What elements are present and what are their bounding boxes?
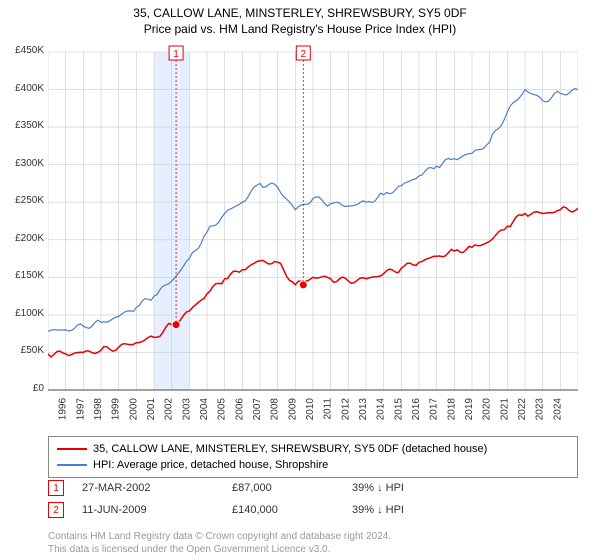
svg-text:2012: 2012 (340, 398, 351, 421)
chart-svg: 1 2 1995 1996 1997 1998 1999 2000 2001 2002 2003 20… (48, 44, 578, 424)
svg-text:2015: 2015 (393, 398, 404, 421)
y-tick-label: £150K (0, 270, 44, 281)
svg-text:2003: 2003 (181, 398, 192, 421)
svg-text:1998: 1998 (93, 398, 104, 421)
marker-number-box: 1 (48, 480, 64, 496)
svg-text:2022: 2022 (517, 398, 528, 421)
svg-text:2004: 2004 (199, 398, 210, 421)
svg-text:2017: 2017 (429, 398, 440, 421)
marker-date: 11-JUN-2009 (82, 504, 232, 516)
svg-text:2020: 2020 (482, 398, 493, 421)
svg-text:2023: 2023 (535, 398, 546, 421)
svg-text:1: 1 (173, 49, 179, 60)
svg-text:1999: 1999 (111, 398, 122, 421)
legend-item: HPI: Average price, detached house, Shro… (57, 457, 569, 473)
plot-area: 1 2 1995 1996 1997 1998 1999 2000 2001 2002 2003 20… (48, 44, 578, 424)
y-tick-label: £50K (0, 345, 44, 356)
marker-diff: 39% ↓ HPI (352, 482, 472, 494)
svg-text:2019: 2019 (464, 398, 475, 421)
marker-row: 1 27-MAR-2002 £87,000 39% ↓ HPI (48, 480, 578, 496)
legend-swatch (57, 464, 87, 466)
legend-label: 35, CALLOW LANE, MINSTERLEY, SHREWSBURY,… (93, 443, 487, 455)
y-tick-label: £100K (0, 308, 44, 319)
svg-text:2009: 2009 (287, 398, 298, 421)
svg-text:1995: 1995 (48, 398, 51, 421)
marker-date: 27-MAR-2002 (82, 482, 232, 494)
svg-text:2: 2 (301, 49, 307, 60)
y-tick-label: £400K (0, 83, 44, 94)
marker-number: 1 (53, 483, 59, 494)
legend: 35, CALLOW LANE, MINSTERLEY, SHREWSBURY,… (48, 436, 578, 478)
svg-text:2018: 2018 (446, 398, 457, 421)
y-tick-label: £350K (0, 120, 44, 131)
legend-swatch (57, 448, 87, 450)
marker-row: 2 11-JUN-2009 £140,000 39% ↓ HPI (48, 502, 578, 518)
svg-text:2010: 2010 (305, 398, 316, 421)
footer-line2: This data is licensed under the Open Gov… (48, 543, 391, 556)
chart-subtitle: Price paid vs. HM Land Registry's House … (0, 20, 600, 36)
svg-text:2005: 2005 (217, 398, 228, 421)
svg-text:2006: 2006 (234, 398, 245, 421)
y-tick-label: £250K (0, 195, 44, 206)
footer-line1: Contains HM Land Registry data © Crown c… (48, 530, 391, 543)
svg-text:2021: 2021 (499, 398, 510, 421)
svg-text:2000: 2000 (128, 398, 139, 421)
svg-text:2013: 2013 (358, 398, 369, 421)
svg-text:2014: 2014 (376, 398, 387, 421)
marker-number: 2 (53, 505, 59, 516)
footer: Contains HM Land Registry data © Crown c… (48, 530, 391, 556)
marker-number-box: 2 (48, 502, 64, 518)
svg-text:2016: 2016 (411, 398, 422, 421)
svg-text:2008: 2008 (270, 398, 281, 421)
marker-price: £140,000 (232, 504, 352, 516)
legend-item: 35, CALLOW LANE, MINSTERLEY, SHREWSBURY,… (57, 441, 569, 457)
y-tick-label: £300K (0, 158, 44, 169)
svg-text:2002: 2002 (164, 398, 175, 421)
chart-title: 35, CALLOW LANE, MINSTERLEY, SHREWSBURY,… (0, 0, 600, 20)
chart-container: 35, CALLOW LANE, MINSTERLEY, SHREWSBURY,… (0, 0, 600, 560)
legend-label: HPI: Average price, detached house, Shro… (93, 459, 328, 471)
svg-text:1997: 1997 (75, 398, 86, 421)
svg-text:1996: 1996 (58, 398, 69, 421)
y-tick-label: £450K (0, 45, 44, 56)
svg-text:2001: 2001 (146, 398, 157, 421)
svg-text:2007: 2007 (252, 398, 263, 421)
y-tick-label: £200K (0, 233, 44, 244)
svg-text:2024: 2024 (552, 398, 563, 421)
svg-text:2011: 2011 (323, 398, 334, 420)
marker-diff: 39% ↓ HPI (352, 504, 472, 516)
marker-price: £87,000 (232, 482, 352, 494)
y-tick-label: £0 (0, 383, 44, 394)
